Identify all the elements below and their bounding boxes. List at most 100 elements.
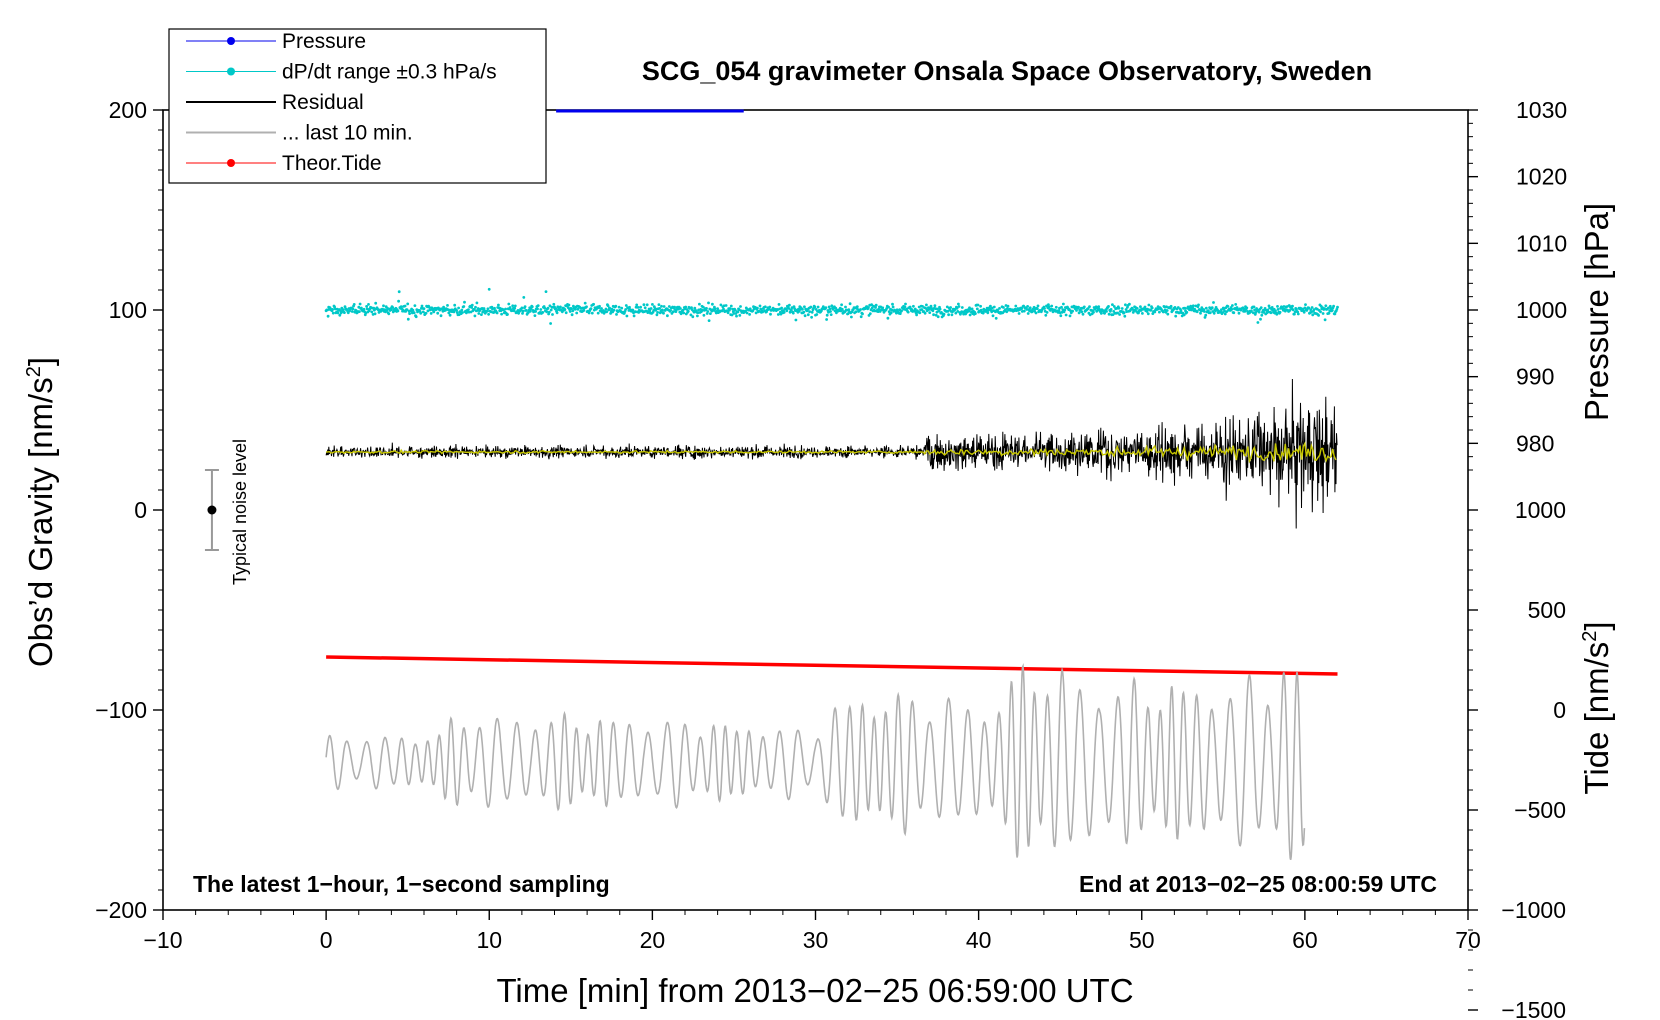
dpdt-point [931, 309, 935, 313]
dpdt-point [1077, 305, 1080, 309]
dpdt-point [1235, 306, 1239, 309]
y-axis-label-close: ] [22, 357, 59, 366]
dpdt-point [848, 302, 852, 306]
dpdt-point [427, 305, 431, 309]
dpdt-point [840, 307, 844, 311]
dpdt-point [1077, 311, 1081, 315]
dpdt-point [476, 307, 480, 310]
dpdt-point [382, 304, 385, 308]
dpdt-point [1123, 314, 1127, 318]
dpdt-point [660, 304, 663, 308]
dpdt-point [455, 311, 459, 314]
dpdt-point [861, 312, 864, 316]
tide-tick-label: 1000 [1515, 497, 1566, 523]
dpdt-point [1250, 309, 1253, 313]
dpdt-point [439, 314, 443, 318]
dpdt-point [1081, 312, 1085, 316]
dpdt-point [903, 305, 907, 309]
dpdt-point [673, 305, 676, 309]
dpdt-points [324, 287, 1339, 325]
residual-line [325, 378, 1338, 529]
dpdt-point [649, 307, 653, 310]
dpdt-point [331, 311, 335, 315]
dpdt-point [473, 314, 477, 318]
dpdt-point [648, 309, 652, 313]
dpdt-point [1165, 309, 1169, 312]
footer-left-note: The latest 1−hour, 1−second sampling [193, 871, 610, 897]
dpdt-point [918, 311, 922, 315]
dpdt-point [552, 302, 556, 306]
dpdt-point [1002, 306, 1005, 309]
dpdt-point [1302, 310, 1306, 314]
legend-label: Pressure [282, 30, 366, 53]
dpdt-point [662, 305, 666, 308]
dpdt-point [575, 311, 579, 315]
dpdt-point [373, 308, 376, 312]
dpdt-point [732, 312, 736, 315]
dpdt-point [477, 312, 481, 315]
dpdt-point [1035, 307, 1039, 310]
dpdt-point [504, 307, 507, 311]
dpdt-point [731, 307, 734, 311]
dpdt-point [486, 307, 490, 311]
dpdt-point [1143, 305, 1147, 309]
dpdt-point [1199, 311, 1202, 315]
dpdt-point [574, 307, 577, 311]
dpdt-point [933, 304, 937, 308]
dpdt-point [1147, 303, 1151, 307]
dpdt-point [957, 305, 961, 308]
dpdt-point [1064, 313, 1068, 317]
dpdt-point [788, 310, 792, 314]
y-axis-label-pressure: Pressure [hPa] [1578, 203, 1615, 421]
dpdt-point [1068, 314, 1072, 318]
dpdt-point [1075, 309, 1078, 312]
dpdt-point [816, 305, 820, 309]
dpdt-point [1158, 310, 1161, 314]
dpdt-point [887, 305, 890, 309]
dpdt-point [1303, 306, 1307, 310]
dpdt-point [1047, 305, 1051, 309]
dpdt-point [1203, 310, 1206, 313]
dpdt-point [1212, 311, 1216, 315]
dpdt-point [763, 305, 767, 309]
dpdt-point [1161, 310, 1165, 314]
dpdt-point [679, 307, 682, 310]
dpdt-point [545, 310, 549, 314]
dpdt-point [707, 301, 710, 305]
dpdt-point [950, 313, 954, 317]
dpdt-point [1243, 310, 1247, 313]
dpdt-point [536, 304, 540, 307]
dpdt-point [326, 314, 330, 318]
dpdt-point [406, 317, 410, 321]
dpdt-point [877, 307, 881, 311]
dpdt-point [609, 312, 612, 315]
chart-title: SCG_054 gravimeter Onsala Space Observat… [642, 56, 1372, 86]
dpdt-point [405, 308, 409, 311]
dpdt-point [656, 311, 659, 314]
dpdt-point [429, 312, 433, 315]
pressure-tick-label: 1030 [1516, 97, 1567, 123]
dpdt-point [906, 310, 910, 314]
dpdt-point [352, 303, 356, 306]
dpdt-point [1291, 308, 1295, 312]
dpdt-point [351, 307, 355, 311]
dpdt-point [1309, 308, 1313, 312]
plot-frame [162, 109, 1469, 911]
dpdt-point [1178, 311, 1181, 315]
dpdt-point [1117, 306, 1121, 310]
dpdt-point [592, 302, 595, 306]
dpdt-point [768, 305, 772, 309]
dpdt-point [1105, 310, 1108, 313]
dpdt-point [1267, 304, 1271, 308]
x-tick-label: 50 [1129, 927, 1155, 953]
dpdt-point [541, 311, 545, 314]
dpdt-point [643, 306, 647, 310]
dpdt-point [915, 313, 918, 317]
dpdt-point [979, 304, 982, 308]
dpdt-point [1022, 304, 1025, 308]
dpdt-point [954, 311, 958, 315]
dpdt-point [1311, 313, 1315, 317]
x-tick-label: 0 [320, 927, 333, 953]
dpdt-point [1323, 318, 1327, 322]
dpdt-point [596, 311, 600, 315]
